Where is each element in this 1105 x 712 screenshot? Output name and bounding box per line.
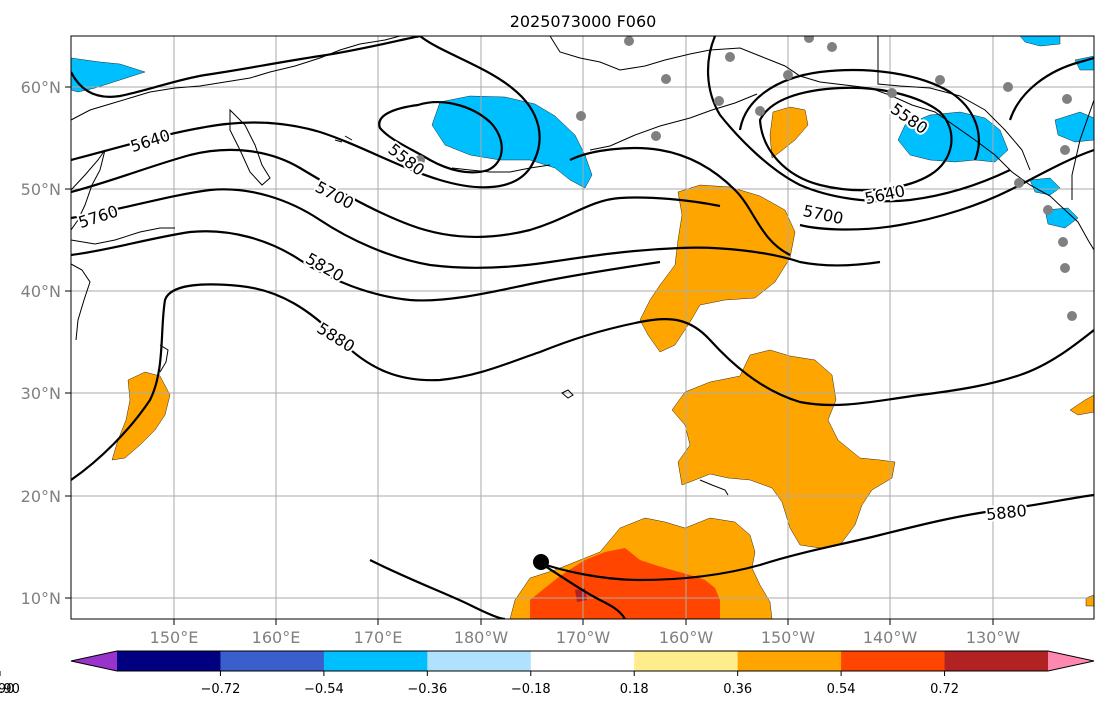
- lon-label: 170°W: [556, 628, 611, 647]
- colorbar-segment: [841, 651, 946, 671]
- colorbar-segment: [737, 651, 842, 671]
- longitude-labels: 150°E 160°E 170°E 180°W 170°W 160°W 150°…: [150, 628, 1021, 647]
- lon-label: 140°W: [863, 628, 918, 647]
- colorbar-outline: [70, 650, 1095, 672]
- colorbar-ticks: −0.90 −0.72 −0.54 −0.36 −0.18 0.18 0.36 0.54 0.7…: [0, 671, 959, 697]
- colorbar-tick-label: 0.36: [723, 682, 752, 697]
- colorbar-tick-label: 0.72: [930, 682, 959, 697]
- colorbar-extend-low: [71, 651, 117, 671]
- colorbar-segment: [530, 651, 635, 671]
- lon-label: 160°E: [252, 628, 301, 647]
- lon-label: 130°W: [966, 628, 1021, 647]
- lat-label: 20°N: [21, 487, 61, 506]
- colorbar-tick-label: −0.36: [407, 682, 447, 697]
- event-marker: [533, 554, 549, 570]
- colorbar-segment: [634, 651, 739, 671]
- lat-label: 10°N: [21, 589, 61, 608]
- colorbar-tick-label: −0.18: [511, 682, 551, 697]
- colorbar-tick-label: 0.18: [620, 682, 649, 697]
- map-title: 2025073000 F060: [510, 12, 657, 31]
- colorbar-tick-label: −0.90: [0, 682, 20, 697]
- lon-label: 180°W: [454, 628, 509, 647]
- colorbar-segment: [220, 651, 325, 671]
- colorbar-segment: [944, 651, 1049, 671]
- coastlines: [71, 36, 1094, 496]
- graticule: [71, 36, 1094, 619]
- lat-label: 60°N: [21, 78, 61, 97]
- height-contours: [71, 36, 1094, 619]
- map-panel: 5640 5580 5700 5760 5820 5880 5580 5640 …: [71, 36, 1094, 619]
- colorbar-tick-label: −0.54: [304, 682, 344, 697]
- colorbar-tick-label: 0.54: [827, 682, 856, 697]
- negative-anomaly-fills: [71, 36, 1094, 229]
- colorbar-tick-label: −0.72: [201, 682, 241, 697]
- lon-label: 160°W: [659, 628, 714, 647]
- lat-label: 50°N: [21, 180, 61, 199]
- lat-label: 30°N: [21, 384, 61, 403]
- colorbar-segment: [323, 651, 428, 671]
- station-markers: [415, 36, 1077, 321]
- colorbar-segment: [117, 651, 221, 671]
- lon-label: 170°E: [354, 628, 403, 647]
- axis-ticks: [65, 86, 994, 625]
- lon-label: 150°W: [761, 628, 816, 647]
- lon-label: 150°E: [150, 628, 199, 647]
- lat-label: 40°N: [21, 282, 61, 301]
- positive-anomaly-fills: [111, 106, 1094, 619]
- colorbar-extend-high: [1048, 651, 1094, 671]
- latitude-labels: 60°N 50°N 40°N 30°N 20°N 10°N: [21, 78, 61, 608]
- colorbar: [70, 650, 1095, 672]
- colorbar-tick-label: 0.90: [0, 682, 14, 697]
- colorbar-segment: [427, 651, 532, 671]
